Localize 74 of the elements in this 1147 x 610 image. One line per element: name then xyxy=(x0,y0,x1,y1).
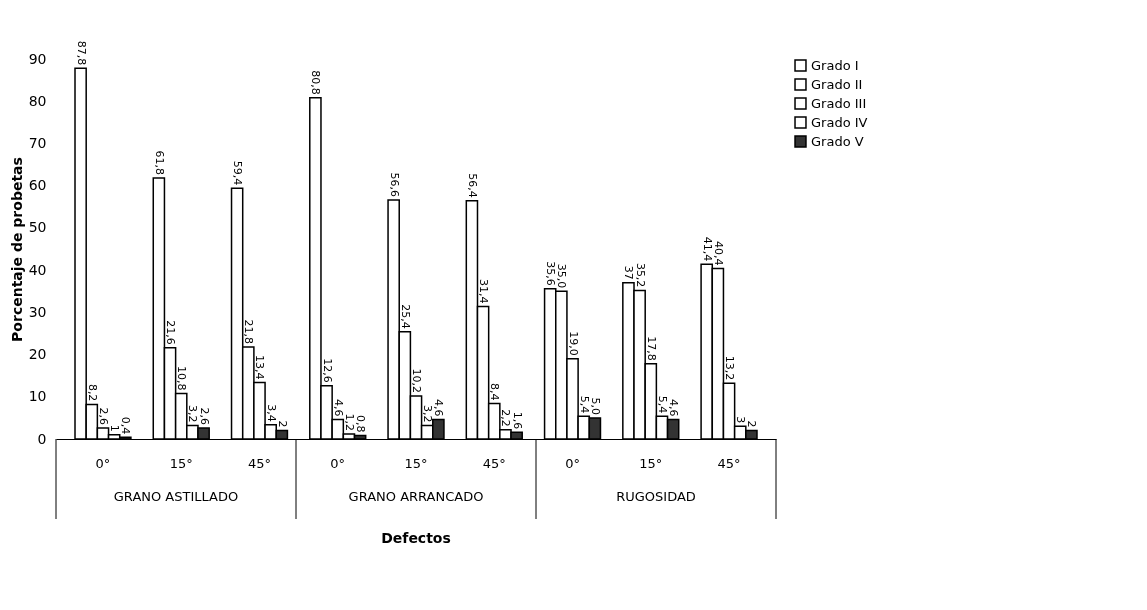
data-label: 5,0 xyxy=(588,397,602,415)
data-label: 0,4 xyxy=(119,416,133,435)
data-label: 17,8 xyxy=(644,336,658,361)
legend-label: Grado V xyxy=(811,133,864,149)
data-label: 19,0 xyxy=(566,331,580,356)
x-tick-label: 15° xyxy=(404,455,428,471)
text: GRANO ASTILLADO xyxy=(113,489,239,504)
data-label: 8,4 xyxy=(488,383,502,401)
data-label: 25,4 xyxy=(398,304,412,329)
data-label: 2,2 xyxy=(499,409,513,427)
data-label: 12,6 xyxy=(320,358,334,383)
data-label: 35,2 xyxy=(633,262,647,288)
data-label: 5,4 xyxy=(577,395,591,414)
data-label: 59,4 xyxy=(231,160,245,186)
data-label: 61,8 xyxy=(152,150,166,176)
y-axis-title: Porcentaje de probetas xyxy=(8,157,25,342)
legend-label: Grado III xyxy=(811,95,867,111)
data-label: 5,4 xyxy=(655,395,669,414)
data-label: 21,8 xyxy=(242,319,256,344)
y-tick-label: 20 xyxy=(28,346,47,363)
data-label: 4,6 xyxy=(432,399,446,417)
data-label: 13,2 xyxy=(723,355,737,381)
data-label: 13,4 xyxy=(253,354,267,380)
data-label: 56,4 xyxy=(465,173,479,198)
data-label: 3,2 xyxy=(186,404,200,423)
data-label: 4,6 xyxy=(667,399,681,417)
data-label: 1,2 xyxy=(342,413,356,431)
y-tick-label: 90 xyxy=(28,50,47,67)
data-label: 21,6 xyxy=(164,320,178,345)
legend-label: Grado I xyxy=(811,57,859,73)
data-label: 0,8 xyxy=(354,415,368,433)
x-tick-label: 45° xyxy=(247,455,271,471)
x-axis-title: Defectos xyxy=(381,530,451,546)
x-tick-label: 0° xyxy=(330,455,346,471)
data-label: 2,6 xyxy=(197,407,211,426)
data-label: 10,2 xyxy=(410,368,423,393)
legend-label: Grado IV xyxy=(811,114,868,130)
x-tick-label: 0° xyxy=(95,455,111,471)
data-label: 8,2 xyxy=(85,383,99,402)
data-label: 10,8 xyxy=(175,365,189,391)
data-label: 3,2 xyxy=(421,404,435,423)
x-tick-label: 45° xyxy=(717,455,741,471)
data-label: 80,8 xyxy=(309,70,323,95)
y-tick-label: 50 xyxy=(28,219,47,236)
data-label: 3,4 xyxy=(264,404,278,422)
data-label: 37 xyxy=(622,265,636,280)
data-label: 56,6 xyxy=(387,172,401,198)
x-tick-label: 15° xyxy=(169,455,193,471)
data-label: 35,6 xyxy=(544,261,558,286)
data-label: 31,4 xyxy=(477,278,491,304)
text: GRANO ARRANCADO xyxy=(348,489,484,504)
data-label: 2 xyxy=(275,420,289,428)
data-label: 35,0 xyxy=(555,263,569,289)
data-label: 1,6 xyxy=(510,411,524,430)
text: RUGOSIDAD xyxy=(616,489,696,504)
y-tick-label: 80 xyxy=(28,92,47,109)
y-tick-label: 70 xyxy=(28,134,47,151)
y-tick-label: 60 xyxy=(28,177,47,194)
data-label: 87,8 xyxy=(74,40,88,66)
x-tick-label: 45° xyxy=(482,455,506,471)
x-tick-label: 15° xyxy=(639,455,663,471)
data-label: 1 xyxy=(108,424,122,432)
legend-label: Grado II xyxy=(811,76,863,92)
data-label: 3 xyxy=(734,416,748,424)
y-tick-label: 10 xyxy=(28,388,47,405)
data-label: 4,6 xyxy=(331,399,345,417)
x-tick-label: 0° xyxy=(565,455,580,471)
y-tick-label: 40 xyxy=(28,261,47,278)
data-label: 2 xyxy=(745,420,759,428)
y-tick-label: 30 xyxy=(28,303,47,320)
data-label: 2,6 xyxy=(96,407,110,426)
data-label: 41,4 xyxy=(700,236,714,262)
data-label: 40,4 xyxy=(711,240,725,266)
y-tick-label: 0 xyxy=(37,430,47,447)
